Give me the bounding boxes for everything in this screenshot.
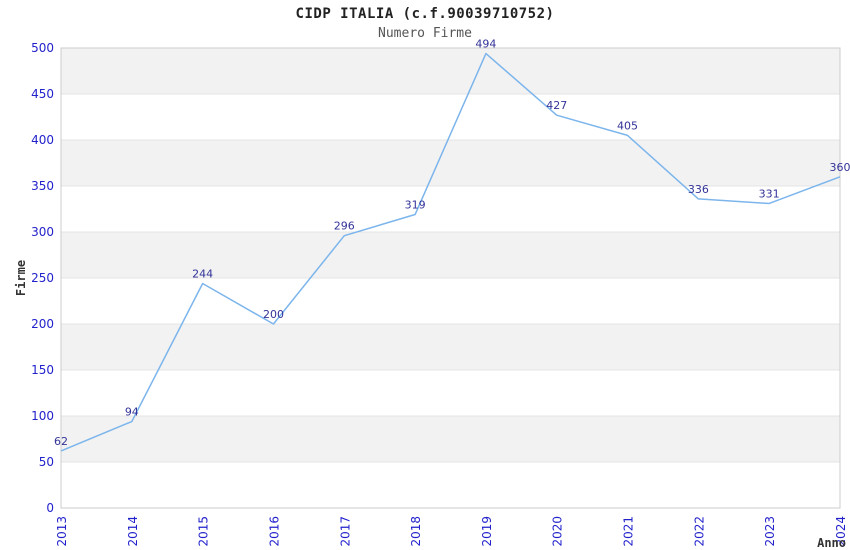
x-tick-label: 2020 <box>551 516 565 547</box>
plot-band <box>61 416 840 462</box>
x-tick-label: 2013 <box>55 516 69 547</box>
x-tick-label: 2021 <box>622 516 636 547</box>
x-tick-label: 2016 <box>267 516 281 547</box>
plot-band <box>61 140 840 186</box>
x-tick-label: 2017 <box>338 516 352 547</box>
data-point-label: 331 <box>759 187 780 200</box>
data-point-label: 336 <box>688 183 709 196</box>
data-point-label: 94 <box>125 406 139 419</box>
y-axis-title: Firme <box>14 260 28 296</box>
data-point-label: 244 <box>192 268 213 281</box>
y-tick-label: 500 <box>31 41 54 55</box>
y-tick-label: 250 <box>31 271 54 285</box>
x-tick-label: 2019 <box>480 516 494 547</box>
x-tick-label: 2014 <box>126 516 140 547</box>
y-tick-label: 350 <box>31 179 54 193</box>
y-tick-label: 200 <box>31 317 54 331</box>
plot-band <box>61 232 840 278</box>
chart-subtitle: Numero Firme <box>378 26 472 41</box>
data-point-label: 296 <box>334 220 355 233</box>
y-tick-label: 400 <box>31 133 54 147</box>
data-point-label: 200 <box>263 308 284 321</box>
data-point-label: 319 <box>405 199 426 212</box>
data-point-label: 360 <box>830 161 850 174</box>
y-tick-label: 450 <box>31 87 54 101</box>
x-tick-label: 2023 <box>763 516 777 547</box>
y-tick-label: 0 <box>46 501 54 515</box>
y-tick-label: 100 <box>31 409 54 423</box>
plot-border <box>60 47 841 509</box>
data-line <box>60 52 841 452</box>
y-tick-label: 300 <box>31 225 54 239</box>
x-axis-title: Anno <box>817 536 846 550</box>
plot-band <box>61 48 840 94</box>
x-tick-label: 2024 <box>834 516 848 547</box>
y-tick-label: 150 <box>31 363 54 377</box>
data-point-label: 494 <box>475 38 496 51</box>
y-tick-label: 50 <box>39 455 54 469</box>
plot-band <box>61 324 840 370</box>
data-point-label: 427 <box>546 99 567 112</box>
x-tick-label: 2015 <box>197 516 211 547</box>
x-tick-label: 2022 <box>692 516 706 547</box>
x-tick-label: 2018 <box>409 516 423 547</box>
data-point-label: 62 <box>54 435 68 448</box>
chart-title: CIDP ITALIA (c.f.90039710752) <box>295 6 555 22</box>
data-point-label: 405 <box>617 119 638 132</box>
